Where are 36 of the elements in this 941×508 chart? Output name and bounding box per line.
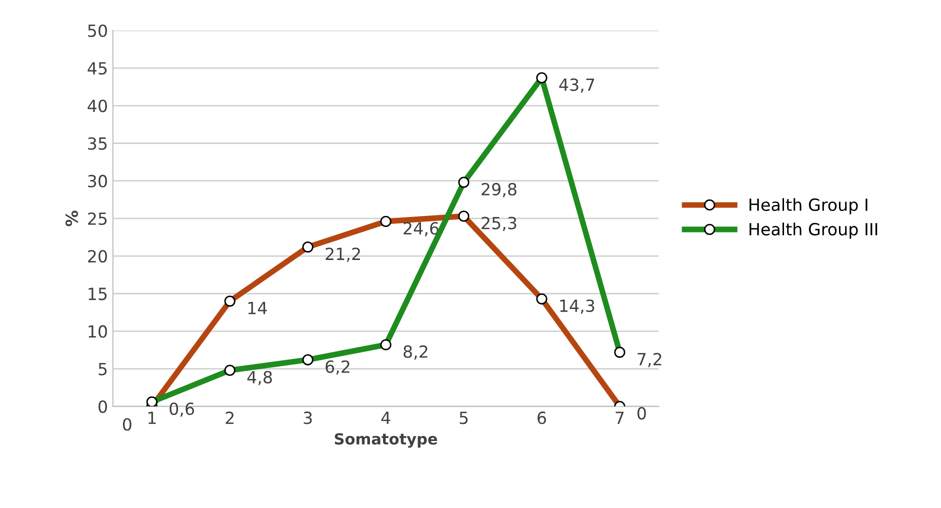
y-tick-label: 35 [88, 137, 107, 150]
y-tick-label: 30 [88, 174, 107, 188]
y-tick-label: 15 [88, 288, 107, 300]
data-label: 21,2 [326, 248, 360, 262]
y-tick-label: 0 [98, 400, 107, 413]
x-tick-label: 6 [538, 412, 546, 424]
x-tick-label: 5 [460, 412, 468, 424]
data-label: 29,8 [482, 182, 516, 198]
data-label: 14 [248, 302, 267, 314]
data-label: 0 [122, 418, 132, 431]
legend-label: Health Group III [750, 222, 878, 239]
data-label: 4,8 [247, 370, 272, 386]
x-tick-label: 4 [381, 412, 390, 424]
data-label: 7,2 [638, 352, 662, 368]
x-tick-label: 2 [226, 412, 234, 424]
y-tick-label: 40 [88, 100, 107, 112]
data-label: 6,2 [326, 360, 350, 375]
data-label: 8,2 [404, 345, 428, 360]
data-label: 0 [637, 406, 646, 420]
y-tick-label: 25 [88, 212, 107, 226]
data-label: 43,7 [559, 78, 594, 93]
y-tick-label: 20 [88, 250, 107, 263]
data-label: 24,6 [404, 222, 439, 236]
y-tick-label: 5 [98, 362, 107, 376]
legend-label: Health Group I [750, 198, 868, 214]
data-label: 25,3 [482, 216, 516, 232]
y-tick-label: 45 [88, 62, 107, 75]
data-label: 0,6 [170, 402, 194, 417]
x-tick-label: 7 [616, 412, 624, 424]
x-axis-title: Somatotype [334, 433, 438, 448]
y-tick-label: 50 [88, 24, 107, 38]
x-tick-label: 1 [148, 412, 156, 424]
y-axis-title: % [65, 210, 78, 226]
data-label: 14,3 [560, 299, 594, 314]
x-tick-label: 3 [304, 412, 312, 424]
y-tick-label: 10 [88, 325, 107, 338]
